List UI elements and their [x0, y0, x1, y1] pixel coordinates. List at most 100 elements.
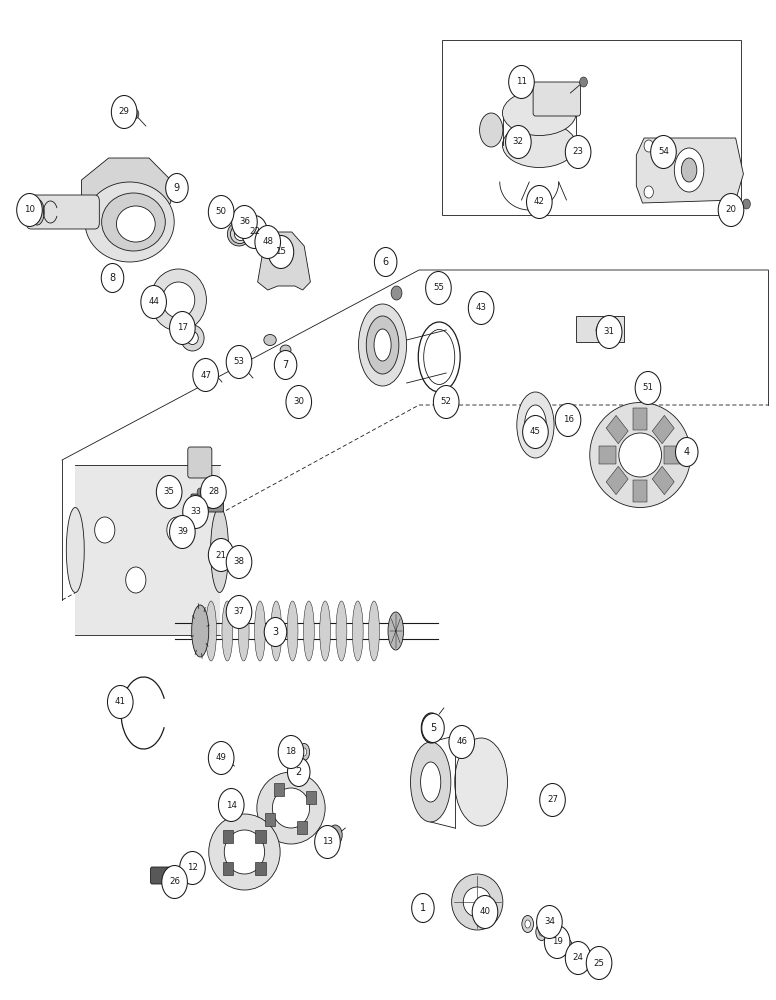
Circle shape [180, 852, 205, 884]
FancyBboxPatch shape [265, 813, 275, 826]
Text: 3: 3 [272, 627, 279, 637]
Text: 52: 52 [441, 397, 452, 406]
Text: 23: 23 [573, 147, 584, 156]
FancyBboxPatch shape [274, 783, 284, 796]
Circle shape [112, 96, 137, 128]
Ellipse shape [618, 433, 661, 477]
Circle shape [131, 109, 139, 119]
Text: 10: 10 [24, 206, 35, 215]
Ellipse shape [264, 334, 276, 346]
Text: 24: 24 [573, 954, 584, 962]
Ellipse shape [230, 225, 249, 243]
Polygon shape [258, 232, 310, 290]
Circle shape [565, 942, 591, 974]
Circle shape [523, 416, 548, 448]
Circle shape [644, 140, 653, 152]
Ellipse shape [30, 199, 44, 225]
Text: 55: 55 [433, 284, 444, 292]
Text: 51: 51 [643, 383, 653, 392]
Text: 26: 26 [169, 878, 180, 886]
Circle shape [650, 135, 676, 168]
Circle shape [101, 263, 123, 292]
Ellipse shape [463, 887, 491, 917]
Ellipse shape [206, 601, 217, 661]
FancyBboxPatch shape [576, 316, 624, 342]
Circle shape [218, 788, 244, 822]
Text: 31: 31 [604, 328, 615, 336]
Circle shape [95, 517, 115, 543]
Ellipse shape [210, 508, 229, 592]
Text: 46: 46 [456, 738, 467, 746]
Text: 32: 32 [513, 137, 524, 146]
Circle shape [197, 488, 203, 496]
Circle shape [255, 226, 280, 258]
Text: 1: 1 [420, 903, 426, 913]
FancyBboxPatch shape [255, 830, 265, 843]
Circle shape [422, 714, 444, 742]
Ellipse shape [388, 612, 404, 650]
Text: 15: 15 [275, 247, 286, 256]
Ellipse shape [525, 920, 531, 928]
Text: 36: 36 [239, 218, 250, 227]
Text: 12: 12 [187, 863, 198, 872]
Circle shape [374, 247, 397, 276]
Polygon shape [606, 466, 628, 495]
Circle shape [425, 271, 451, 304]
Circle shape [183, 495, 208, 528]
Text: 4: 4 [684, 447, 690, 457]
Text: 50: 50 [216, 208, 227, 217]
Circle shape [206, 498, 213, 508]
Circle shape [208, 538, 234, 572]
Text: 11: 11 [516, 78, 527, 87]
Circle shape [526, 186, 552, 219]
Ellipse shape [590, 402, 691, 508]
Ellipse shape [243, 366, 248, 371]
Ellipse shape [66, 508, 85, 592]
Text: 53: 53 [234, 358, 244, 366]
Circle shape [286, 385, 311, 418]
Circle shape [539, 784, 565, 816]
Ellipse shape [560, 938, 573, 956]
Text: 43: 43 [476, 304, 487, 312]
Circle shape [315, 826, 340, 858]
FancyBboxPatch shape [26, 195, 99, 229]
Text: 37: 37 [234, 607, 244, 616]
Text: 21: 21 [216, 550, 227, 560]
Ellipse shape [287, 601, 298, 661]
Ellipse shape [359, 304, 407, 386]
Ellipse shape [480, 113, 503, 147]
Ellipse shape [572, 946, 584, 962]
Ellipse shape [299, 744, 310, 760]
Text: 14: 14 [226, 800, 237, 810]
Text: 25: 25 [594, 958, 605, 968]
FancyBboxPatch shape [255, 862, 265, 875]
Ellipse shape [85, 182, 174, 262]
Ellipse shape [549, 932, 562, 948]
Circle shape [268, 235, 293, 268]
Circle shape [545, 926, 570, 958]
Polygon shape [633, 408, 647, 430]
Text: 45: 45 [530, 428, 541, 436]
Ellipse shape [280, 345, 291, 355]
Text: 13: 13 [322, 838, 333, 846]
Circle shape [169, 516, 196, 548]
Text: 19: 19 [552, 938, 563, 946]
FancyBboxPatch shape [151, 867, 171, 884]
Circle shape [157, 476, 182, 508]
Text: 47: 47 [200, 370, 211, 379]
Ellipse shape [271, 601, 282, 661]
Circle shape [192, 359, 219, 391]
Circle shape [635, 371, 660, 404]
Ellipse shape [187, 332, 199, 344]
Text: 16: 16 [563, 416, 573, 424]
Circle shape [743, 199, 750, 209]
Text: 2: 2 [296, 767, 302, 777]
Text: 18: 18 [286, 748, 296, 756]
Polygon shape [633, 480, 647, 502]
Circle shape [161, 865, 188, 898]
Circle shape [220, 753, 228, 763]
Circle shape [537, 906, 562, 938]
FancyBboxPatch shape [297, 821, 307, 834]
Circle shape [506, 125, 531, 158]
Circle shape [167, 517, 187, 543]
